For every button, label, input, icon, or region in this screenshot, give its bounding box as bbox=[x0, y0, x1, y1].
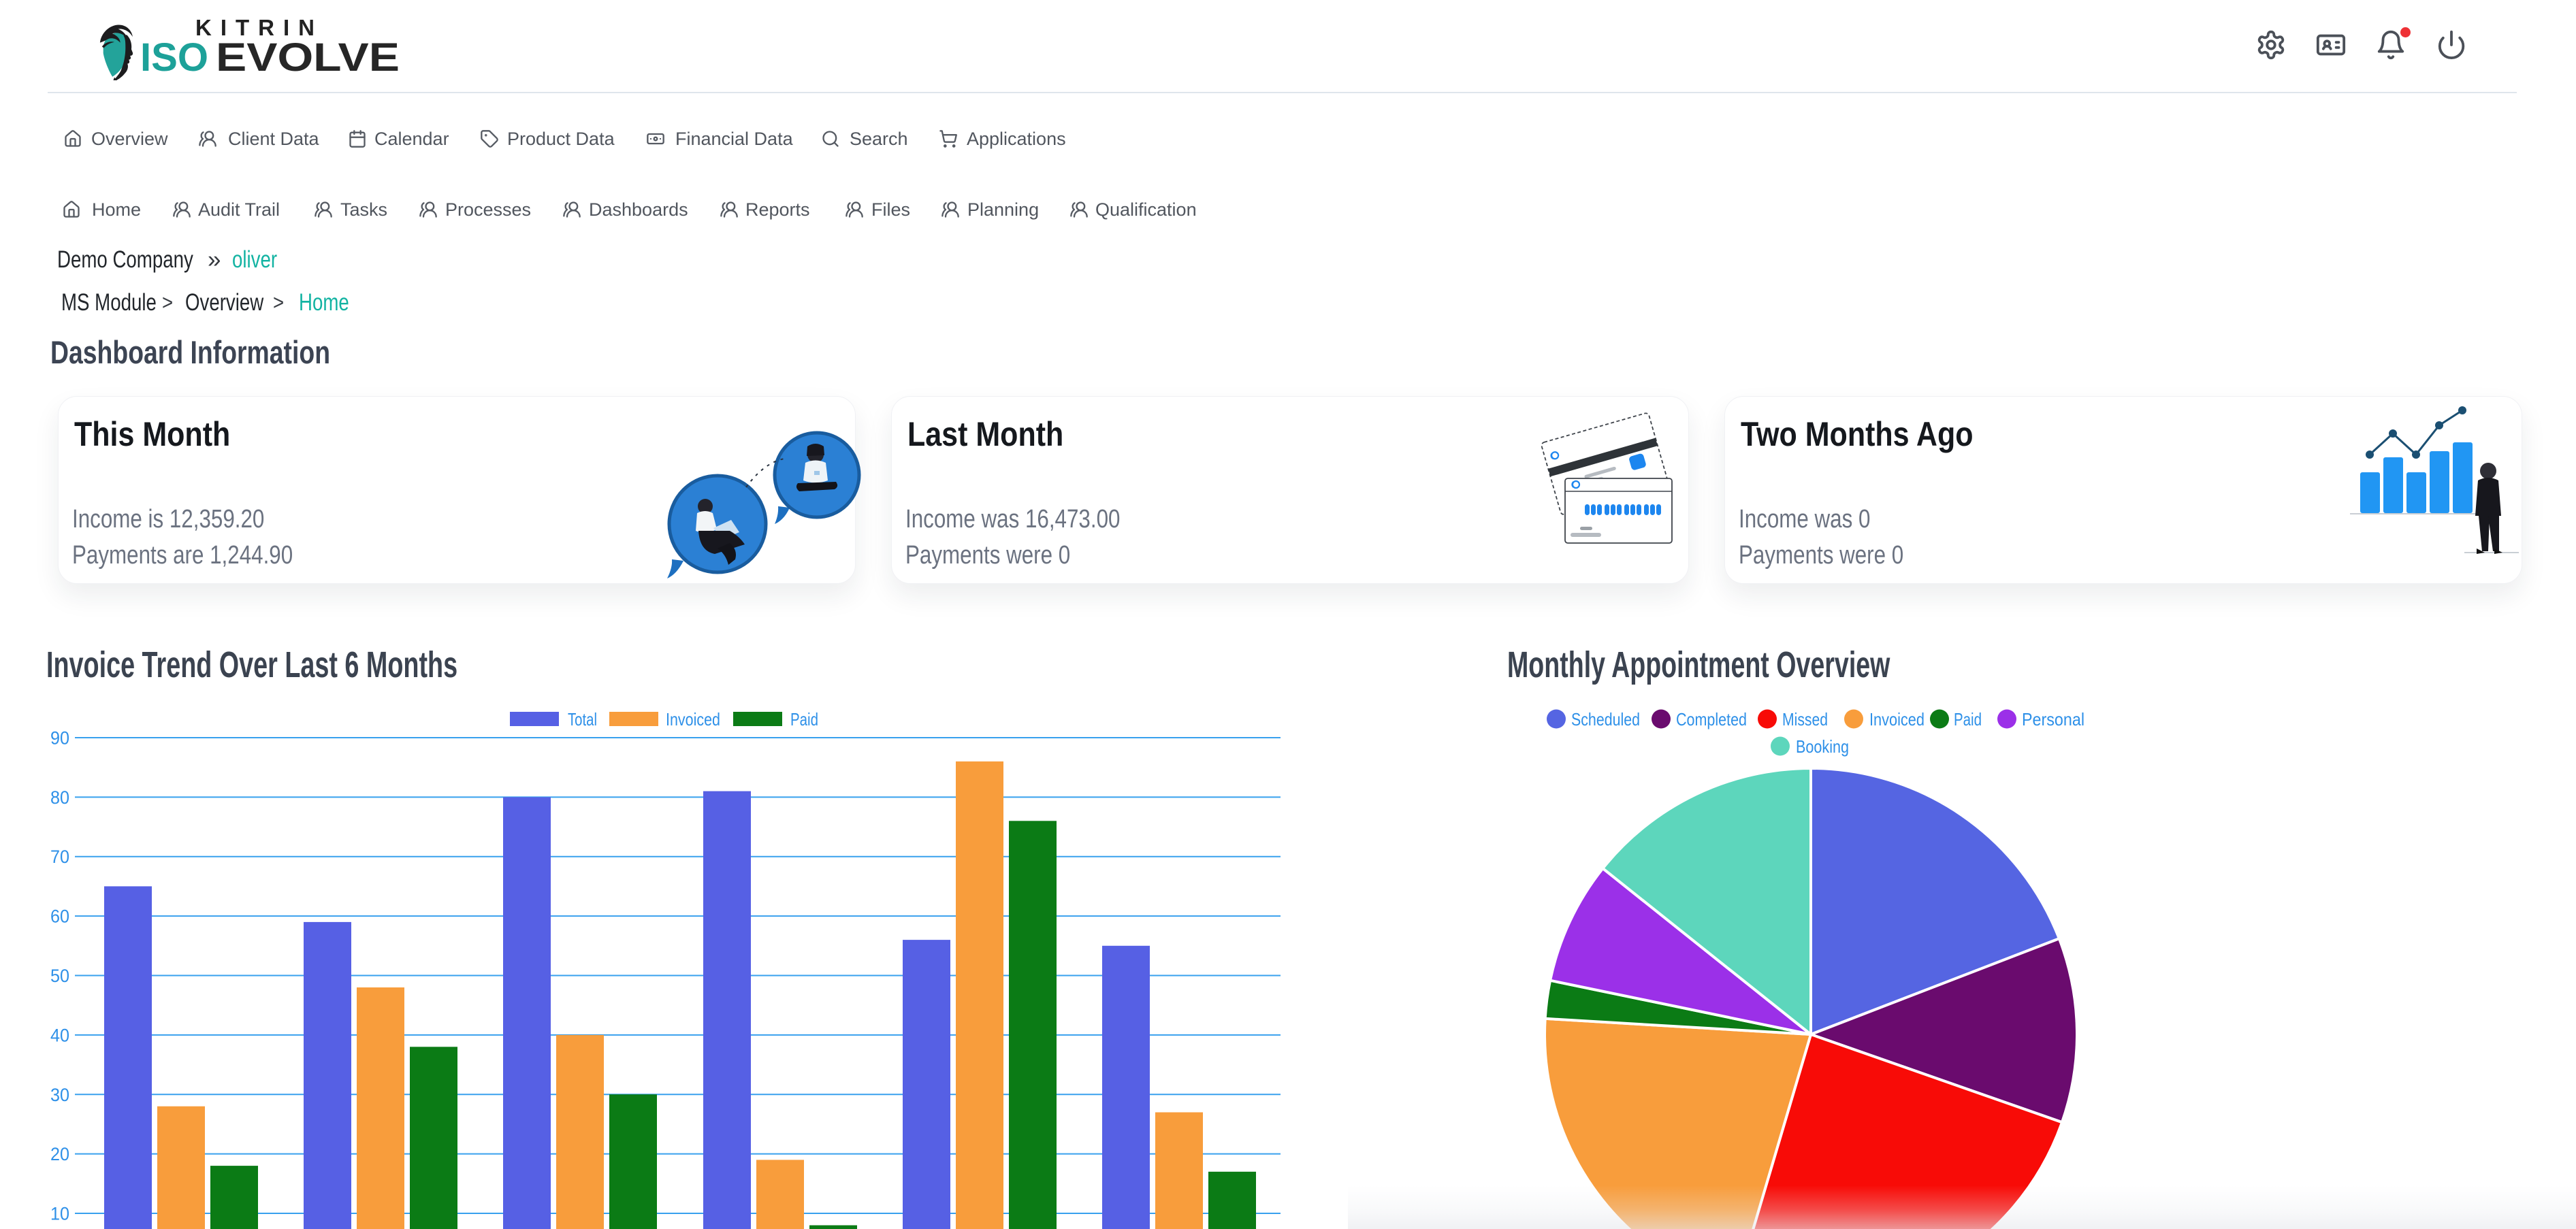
svg-text:40: 40 bbox=[50, 1025, 69, 1045]
svg-text:90: 90 bbox=[50, 728, 69, 749]
svg-text:30: 30 bbox=[50, 1085, 69, 1105]
svg-text:KITRIN: KITRIN bbox=[195, 15, 323, 40]
svg-text:80: 80 bbox=[50, 787, 69, 808]
svg-text:Invoiced: Invoiced bbox=[666, 709, 720, 730]
svg-text:Scheduled: Scheduled bbox=[1571, 709, 1640, 730]
svg-text:Missed: Missed bbox=[1782, 709, 1828, 730]
svg-text:Paid: Paid bbox=[1954, 709, 1982, 730]
svg-text:Personal: Personal bbox=[2022, 709, 2084, 730]
svg-text:60: 60 bbox=[50, 906, 69, 927]
svg-text:70: 70 bbox=[50, 847, 69, 867]
svg-text:Total: Total bbox=[568, 709, 597, 730]
svg-text:Completed: Completed bbox=[1676, 709, 1747, 730]
svg-text:10: 10 bbox=[50, 1204, 69, 1224]
svg-text:Invoiced: Invoiced bbox=[1869, 709, 1925, 730]
svg-text:20: 20 bbox=[50, 1144, 69, 1164]
svg-text:50: 50 bbox=[50, 966, 69, 986]
svg-text:Paid: Paid bbox=[790, 709, 818, 730]
svg-text:ISO: ISO bbox=[140, 35, 208, 80]
svg-text:EVOLVE: EVOLVE bbox=[216, 35, 400, 80]
svg-text:Booking: Booking bbox=[1796, 736, 1849, 757]
